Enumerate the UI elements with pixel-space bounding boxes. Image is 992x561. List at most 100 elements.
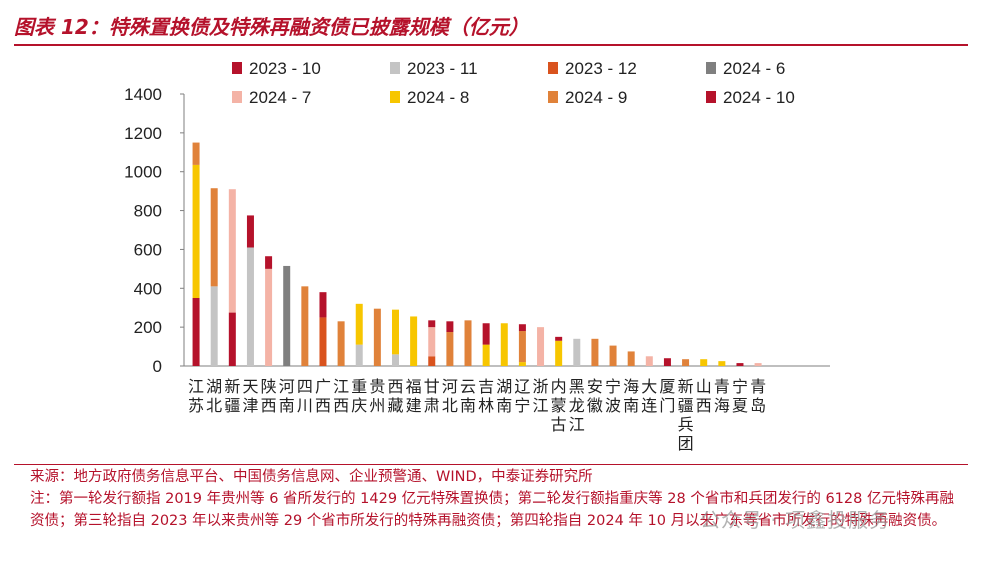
x-tick-label: 湖北 <box>206 377 222 415</box>
y-tick-label: 1400 <box>124 85 162 104</box>
y-tick-label: 200 <box>134 318 162 337</box>
x-tick-label: 安徽 <box>587 377 603 415</box>
x-tick-label: 江苏 <box>188 377 204 415</box>
bar-segment <box>700 359 708 366</box>
x-tick-label: 大连 <box>641 377 657 415</box>
legend-swatch <box>232 62 242 74</box>
footnote: 注：第一轮发行额指 2019 年贵州等 6 省所发行的 1429 亿元特殊置换债… <box>30 491 954 529</box>
bar-segment <box>428 327 436 357</box>
legend-swatch <box>548 91 558 103</box>
bar-segment <box>573 338 581 366</box>
x-tick-label: 广西 <box>315 377 331 415</box>
chart-title: 图表 12：特殊置换债及特殊再融资债已披露规模（亿元） <box>14 15 529 39</box>
x-tick-label: 天津 <box>242 377 258 415</box>
bar-segment <box>192 298 200 366</box>
x-tick-label: 内蒙古 <box>551 377 567 434</box>
y-tick-label: 800 <box>134 202 162 221</box>
bar-segment <box>391 354 399 366</box>
bar-segment <box>373 308 381 366</box>
x-tick-label: 青岛 <box>750 377 766 415</box>
legend-swatch <box>390 91 400 103</box>
x-tick-label: 重庆 <box>351 377 367 415</box>
bar-segment <box>754 363 762 366</box>
x-tick-label: 福建 <box>406 377 422 415</box>
legend-label: 2024 - 9 <box>565 88 627 107</box>
legend-swatch <box>706 91 716 103</box>
y-tick-label: 1200 <box>124 124 162 143</box>
bar-segment <box>555 340 563 366</box>
x-tick-label: 湖南 <box>496 377 512 415</box>
stacked-bar-chart: 2023 - 10 2023 - 11 2023 - 12 2024 - 6 2024 … <box>124 59 830 453</box>
bar-segment <box>228 312 236 366</box>
x-tick-label: 新疆 <box>224 377 240 415</box>
x-tick-label: 海南 <box>623 377 639 415</box>
x-tick-label: 贵州 <box>369 377 385 415</box>
legend-label: 2023 - 10 <box>249 59 321 78</box>
bar-segment <box>410 316 418 366</box>
y-tick-label: 600 <box>134 240 162 259</box>
x-tick-label: 宁夏 <box>732 377 748 415</box>
watermark: 公众号 · 项鑫投服务 <box>700 508 891 532</box>
legend-swatch <box>706 62 716 74</box>
bar-segment <box>228 189 236 313</box>
legend: 2023 - 10 2023 - 11 2023 - 12 2024 - 6 2024 … <box>232 59 795 107</box>
legend-label: 2024 - 6 <box>723 59 785 78</box>
bar-segment <box>301 286 309 366</box>
bar-segment <box>627 351 635 366</box>
bar-segment <box>645 356 653 366</box>
bar-segment <box>210 188 218 287</box>
bar-segment <box>537 327 545 366</box>
legend-label: 2024 - 10 <box>723 88 795 107</box>
bar-segment <box>265 268 273 366</box>
x-tick-label: 江西 <box>333 377 349 415</box>
bar-segment <box>246 247 254 366</box>
x-tick-label: 西藏 <box>387 377 403 415</box>
bar-segment <box>518 324 526 332</box>
bar-segment <box>192 164 200 298</box>
x-tick-label: 四川 <box>297 377 313 415</box>
legend-label: 2024 - 7 <box>249 88 311 107</box>
x-tick-label: 山西 <box>696 377 712 415</box>
x-tick-label: 青海 <box>714 377 730 415</box>
bar-segment <box>428 320 436 328</box>
bar-segment <box>591 338 599 366</box>
x-tick-label: 甘肃 <box>424 377 440 415</box>
y-tick-label: 1000 <box>124 163 162 182</box>
bar-segment <box>718 361 726 366</box>
x-tick-label: 河北 <box>442 377 458 415</box>
x-tick-label: 黑龙江 <box>569 377 585 434</box>
bar-segment <box>555 336 563 341</box>
bar-segment <box>482 323 490 345</box>
bar-segment <box>518 362 526 366</box>
bar-segment <box>736 363 744 366</box>
bar-segment <box>428 356 436 366</box>
x-tick-label: 吉林 <box>478 377 494 415</box>
bar-segment <box>609 345 617 366</box>
bar-segment <box>337 321 345 366</box>
bar-segment <box>518 331 526 363</box>
bar-segment <box>663 358 671 366</box>
bar-segment <box>355 344 363 366</box>
legend-swatch <box>548 62 558 74</box>
x-tick-label: 河南 <box>279 377 295 415</box>
x-tick-label: 陕西 <box>261 377 277 415</box>
bar-segment <box>464 320 472 366</box>
x-tick-label: 宁波 <box>605 377 621 415</box>
bar-segment <box>265 256 273 269</box>
bar-segment <box>482 344 490 366</box>
x-tick-label: 辽宁 <box>514 377 530 415</box>
footer-divider <box>14 464 968 465</box>
bar-segment <box>446 321 454 332</box>
bar-segment <box>283 265 291 366</box>
x-tick-label: 云南 <box>460 377 476 415</box>
x-tick-label: 新疆兵团 <box>678 377 694 453</box>
bar-segment <box>446 332 454 366</box>
title-divider <box>14 44 968 46</box>
x-tick-labels: 江苏湖北新疆天津陕西河南四川广西江西重庆贵州西藏福建甘肃河北云南吉林湖南辽宁浙江… <box>188 377 766 453</box>
bar-segment <box>355 303 363 345</box>
bar-segment <box>500 323 508 366</box>
bar-segment <box>192 142 200 165</box>
legend-swatch <box>390 62 400 74</box>
legend-swatch <box>232 91 242 103</box>
x-tick-label: 厦门 <box>659 377 675 415</box>
